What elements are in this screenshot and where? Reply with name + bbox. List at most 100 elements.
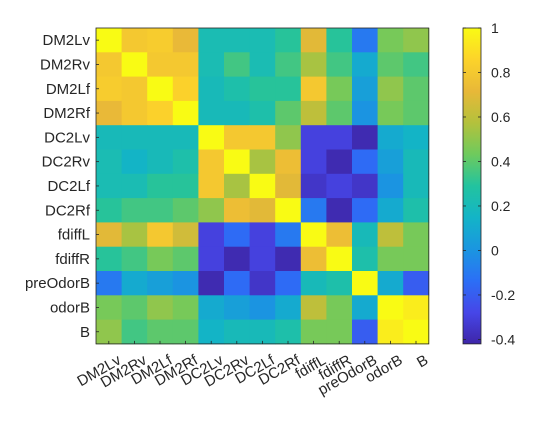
heatmap-cell-DC2Lf-DC2Lf [249,173,276,199]
heatmap-cell-fdiffL-fdiffR [326,222,353,248]
heatmap-cell-fdiffL-DM2Lf [147,222,174,248]
heatmap-cell-DC2Rf-DC2Lv [198,198,225,223]
heatmap-cell-B-DM2Rv [121,319,148,345]
heatmap-cell-preOdorB-DC2Rf [275,271,302,296]
heatmap-cell-fdiffR-DC2Rv [224,246,250,272]
heatmap-cell-fdiffL-preOdorB [352,222,378,248]
colorbar-tick-label-3: 0.2 [491,198,511,214]
heatmap-cell-fdiffL-fdiffL [300,222,327,248]
heatmap-cell-fdiffL-DM2Lv [96,222,122,248]
heatmap-cell-B-B [403,319,430,345]
heatmap-cell-DM2Lv-odorB [377,28,404,53]
heatmap-cell-DM2Rf-DM2Lf [147,100,174,126]
heatmap-cell-DC2Lf-B [403,173,430,199]
heatmap-cell-DM2Rf-DC2Lf [249,100,276,126]
x-tick-labels: DM2LvDM2RvDM2LfDM2RfDC2LvDC2RvDC2LfDC2Rf… [74,340,431,399]
heatmap-cell-B-DC2Rf [275,319,302,345]
heatmap-cell-preOdorB-DM2Rv [121,271,148,296]
heatmap-cell-DC2Lf-odorB [377,173,404,199]
colorbar-tick-label-7: 1 [491,20,499,36]
heatmap-cell-DC2Lf-preOdorB [352,173,378,199]
y-tick-label-fdiffL: fdiffL [58,227,90,244]
heatmap-cell-odorB-DM2Rv [121,295,148,320]
heatmap-cell-preOdorB-DM2Lv [96,271,122,296]
x-tick-label-B: B [414,352,431,372]
heatmap-cell-DM2Rf-odorB [377,100,404,126]
colorbar: -0.4 -0.2 0 0.2 0.4 0.6 0.8 1 [462,20,515,347]
heatmap-cell-DM2Lv-DC2Lv [198,28,225,53]
heatmap-cell-DM2Rv-DM2Lv [96,52,122,77]
heatmap-cell-DC2Rf-B [403,198,430,223]
heatmap-cell-DC2Rv-DM2Lv [96,149,122,175]
heatmap-cell-B-odorB [377,319,404,345]
heatmap-cell-DC2Lv-preOdorB [352,125,378,150]
heatmap-cell-fdiffR-DC2Lf [249,246,276,272]
heatmap-cell-fdiffR-fdiffR [326,246,353,272]
heatmap-cell-DM2Rf-B [403,100,430,126]
heatmap-cell-fdiffL-DC2Rf [275,222,302,248]
heatmap-cell-DC2Lv-DM2Rv [121,125,148,150]
heatmap-cell-odorB-fdiffL [300,295,327,320]
heatmap-cell-DM2Rf-fdiffR [326,100,353,126]
heatmap-cell-B-preOdorB [352,319,378,345]
heatmap-cell-B-fdiffR [326,319,353,345]
heatmap-cell-DC2Rf-DM2Lf [147,198,174,223]
heatmap-cell-DC2Lv-DC2Rv [224,125,250,150]
heatmap-cell-DM2Rv-B [403,52,430,77]
y-tick-label-DM2Rf: DM2Rf [43,105,91,122]
heatmap-cell-B-DC2Lv [198,319,225,345]
colorbar-tick-label-5: 0.6 [491,109,511,125]
heatmap-cell-DC2Rv-DM2Rf [172,149,199,175]
heatmap-cell-DM2Lv-fdiffR [326,28,353,53]
heatmap-cell-DM2Lf-DM2Lv [96,76,122,102]
heatmap-cell-DM2Rv-fdiffL [300,52,327,77]
heatmap-cell-DC2Rf-DM2Rf [172,198,199,223]
heatmap-cell-B-fdiffL [300,319,327,345]
colorbar-gradient [463,28,481,344]
heatmap-cell-fdiffL-B [403,222,430,248]
heatmap-cell-DC2Lf-DM2Lv [96,173,122,199]
heatmap-cell-DC2Rv-DC2Lv [198,149,225,175]
heatmap-cell-odorB-DC2Rv [224,295,250,320]
heatmap-cell-DM2Rv-DC2Lv [198,52,225,77]
heatmap-cell-DM2Rf-fdiffL [300,100,327,126]
heatmap-cell-DM2Lf-B [403,76,430,102]
colorbar-tick-label-0: -0.4 [491,331,515,347]
heatmap-cell-B-DM2Lf [147,319,174,345]
heatmap-cell-fdiffR-DC2Rf [275,246,302,272]
heatmap-cell-fdiffL-DC2Rv [224,222,250,248]
heatmap-cell-preOdorB-DC2Rv [224,271,250,296]
colorbar-tick-label-1: -0.2 [491,287,515,303]
heatmap-cell-DC2Lf-DM2Rf [172,173,199,199]
heatmap-cell-DC2Rv-DC2Lf [249,149,276,175]
heatmap-cell-DM2Lv-preOdorB [352,28,378,53]
heatmap-cell-DM2Rf-DM2Rv [121,100,148,126]
heatmap-cell-DC2Lv-DM2Lf [147,125,174,150]
heatmap-cell-odorB-B [403,295,430,320]
heatmap-cell-preOdorB-fdiffR [326,271,353,296]
heatmap-cell-DM2Rf-DC2Rf [275,100,302,126]
heatmap-cell-DC2Lv-DC2Rf [275,125,302,150]
heatmap-cell-DM2Lv-DM2Lf [147,28,174,53]
heatmap-cell-DM2Lf-DM2Rv [121,76,148,102]
heatmap-cell-B-DM2Lv [96,319,122,345]
heatmap-cell-DC2Rv-B [403,149,430,175]
heatmap-cell-DC2Lf-DC2Rv [224,173,250,199]
heatmap-cell-DC2Lv-B [403,125,430,150]
heatmap-cell-preOdorB-DM2Rf [172,271,199,296]
heatmap-cell-preOdorB-DC2Lf [249,271,276,296]
heatmap-cell-preOdorB-B [403,271,430,296]
heatmap-cell-fdiffR-preOdorB [352,246,378,272]
heatmap-cell-DM2Lv-B [403,28,430,53]
heatmap-cell-DM2Lv-DC2Rv [224,28,250,53]
y-tick-label-DM2Lf: DM2Lf [46,81,91,98]
y-tick-label-fdiffR: fdiffR [55,251,90,268]
heatmap-cell-DC2Lv-fdiffR [326,125,353,150]
heatmap-cell-fdiffR-odorB [377,246,404,272]
heatmap-cell-DC2Lv-DM2Lv [96,125,122,150]
heatmap-cell-odorB-odorB [377,295,404,320]
heatmap-cell-DC2Rf-DM2Lv [96,198,122,223]
heatmap-cell-DC2Rf-DC2Lf [249,198,276,223]
heatmap-cell-DC2Rf-odorB [377,198,404,223]
y-tick-label-odorB: odorB [50,299,90,316]
